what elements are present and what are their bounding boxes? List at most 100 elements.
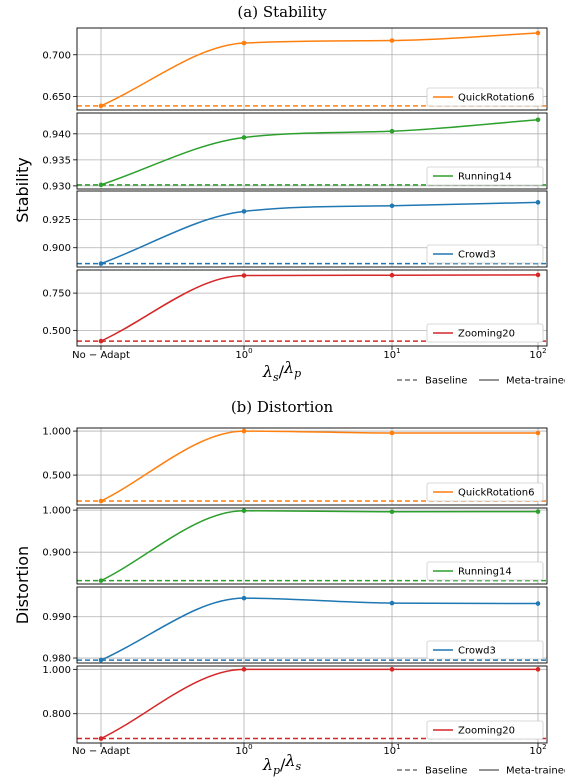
chart-title: (b) Distortion <box>231 398 334 416</box>
x-tick-exponent: 1 <box>396 743 400 751</box>
data-point <box>535 509 541 514</box>
data-point <box>535 272 541 278</box>
legend-label: Crowd3 <box>458 250 496 261</box>
subplot-quickrotation6: 0.500 1.000 QuickRotation6 <box>42 427 548 506</box>
data-point <box>241 667 247 672</box>
x-tick-exponent: 2 <box>542 347 546 355</box>
subplot-frame <box>76 112 548 190</box>
data-point <box>389 509 395 515</box>
x-axis-label-xlabel-sub-num: s <box>273 371 279 384</box>
legend-box <box>426 720 544 740</box>
x-axis-label: λs/λp <box>262 358 301 384</box>
y-axis-label: Stability <box>13 157 32 222</box>
data-point <box>535 601 541 606</box>
legend-label: Running14 <box>458 172 512 183</box>
legend-meta-label: Meta-trained <box>506 376 565 387</box>
legend-baseline-label: Baseline <box>425 376 467 387</box>
data-point <box>98 182 104 188</box>
x-tick-label: No − Adapt <box>72 746 130 757</box>
subplot-running14: 0.930 0.935 0.940 Running14 <box>42 112 548 192</box>
data-point <box>241 428 247 434</box>
data-point <box>98 103 104 109</box>
subplot-frame <box>76 507 548 585</box>
y-tick-label: 0.990 <box>42 612 71 623</box>
data-point <box>389 272 395 278</box>
series-line <box>100 32 539 107</box>
legend-box <box>426 482 544 502</box>
x-axis-label-xlabel-main: λ <box>284 751 295 770</box>
x-axis-label-xlabel-main: λ <box>262 362 273 381</box>
legend-box <box>426 87 544 107</box>
y-tick-label: 0.925 <box>42 215 71 226</box>
x-tick-base: 10 <box>383 746 396 757</box>
data-point <box>98 338 104 344</box>
data-point <box>389 667 395 672</box>
x-tick-label: 100 <box>235 743 252 757</box>
y-tick-label: 1.000 <box>42 665 71 676</box>
data-point <box>98 498 104 504</box>
x-tick-exponent: 2 <box>542 743 546 751</box>
y-tick-label: 0.900 <box>42 243 71 254</box>
x-tick-base: 10 <box>529 350 542 361</box>
data-point <box>241 273 247 278</box>
x-tick-base: 10 <box>235 350 248 361</box>
legend-box <box>426 166 544 186</box>
x-tick-label: 101 <box>383 743 400 757</box>
subplot-crowd3: 0.980 0.990 Crowd3 <box>42 586 548 665</box>
subplot-frame <box>76 586 548 664</box>
x-tick-label: 101 <box>383 347 400 361</box>
series-line <box>100 119 539 186</box>
legend-box <box>426 323 544 343</box>
data-point <box>535 117 541 123</box>
legend-label: QuickRotation6 <box>458 488 534 499</box>
y-tick-label: 0.900 <box>42 548 71 559</box>
legend-box <box>426 640 544 660</box>
data-point <box>98 657 104 663</box>
x-tick-base: 10 <box>529 746 542 757</box>
subplot-zooming20: 0.500 0.750 Zooming20 <box>42 269 548 347</box>
data-point <box>98 578 104 583</box>
series-line <box>100 274 539 342</box>
data-point <box>535 30 541 36</box>
data-point <box>98 261 104 266</box>
series-line <box>100 668 538 740</box>
y-tick-label: 0.500 <box>42 471 71 482</box>
series-line <box>100 509 539 582</box>
subplot-frame <box>76 269 548 347</box>
data-point <box>241 135 247 140</box>
subplot-frame <box>76 27 548 111</box>
series-line <box>100 597 539 661</box>
data-point <box>389 38 395 43</box>
data-point <box>241 40 247 46</box>
y-tick-label: 1.000 <box>42 506 71 517</box>
y-axis-label: Distortion <box>13 546 32 624</box>
subplot-frame <box>76 665 548 744</box>
data-point <box>389 203 395 209</box>
subplot-quickrotation6: 0.650 0.700 QuickRotation6 <box>42 27 548 111</box>
x-tick-label: 102 <box>529 347 546 361</box>
legend-baseline-label: Baseline <box>425 766 467 777</box>
x-tick-base: 10 <box>235 746 248 757</box>
series-line <box>100 430 538 502</box>
subplot-frame <box>76 427 548 506</box>
y-tick-label: 0.940 <box>42 129 71 140</box>
subplot-zooming20: 0.800 1.000 Zooming20 <box>42 665 548 744</box>
y-tick-label: 0.935 <box>42 155 71 166</box>
subplot-running14: 0.900 1.000 Running14 <box>42 506 548 585</box>
x-tick-label: 100 <box>235 347 252 361</box>
x-tick-exponent: 0 <box>248 743 252 751</box>
legend-box <box>426 561 544 581</box>
x-axis-label-xlabel-main: λ <box>262 755 273 774</box>
legend-box <box>426 244 544 264</box>
legend-meta-label: Meta-trained <box>506 766 565 777</box>
legend-label: Running14 <box>458 567 512 578</box>
legend-label: Crowd3 <box>458 646 496 657</box>
x-axis-label-xlabel-sub-den: p <box>294 367 301 380</box>
y-tick-label: 0.930 <box>42 181 71 192</box>
data-point <box>98 736 104 741</box>
y-tick-label: 0.980 <box>42 654 71 665</box>
x-axis-label-slash: / <box>280 755 286 774</box>
subplot-frame <box>76 190 548 268</box>
data-point <box>389 430 395 436</box>
